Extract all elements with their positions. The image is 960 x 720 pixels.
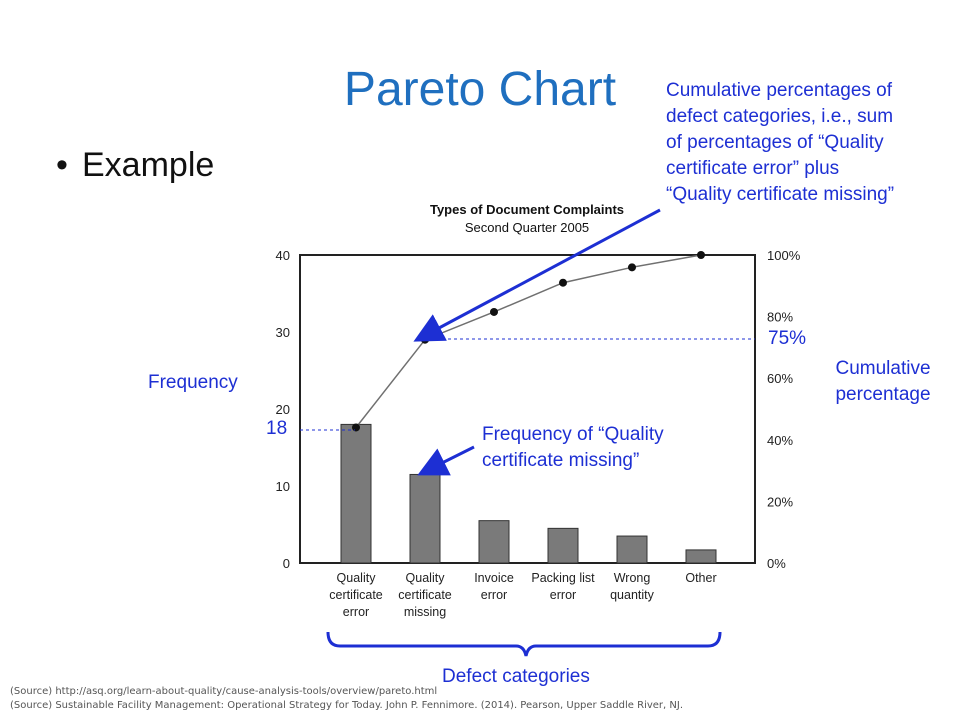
bar-3 [547, 527, 579, 564]
frequency-arrow [417, 445, 475, 476]
category-label: Quality certificate missing [398, 571, 452, 619]
cumulative-annotation-line: “Quality certificate missing” [666, 184, 895, 205]
bar-5 [685, 549, 717, 564]
bar-1 [409, 473, 441, 564]
category-label: Quality certificate error [329, 571, 383, 619]
bar-2 [478, 520, 510, 564]
frequency-annotation: Frequency of “Quality certificate missin… [482, 422, 664, 474]
y-tick-label: 30 [276, 325, 290, 340]
y-tick-label: 40 [276, 248, 290, 263]
chart-subtitle: Second Quarter 2005 [465, 220, 589, 235]
cumulative-annotation: Cumulative percentages of defect categor… [666, 78, 958, 208]
cumulative-arrow [413, 208, 661, 342]
y2-tick-label: 0% [767, 556, 786, 571]
y2-tick-label: 20% [767, 494, 793, 509]
cumulative-point-0 [352, 423, 360, 432]
value-75-label: 75% [768, 328, 807, 349]
y2-tick-label: 60% [767, 371, 793, 386]
cumulative-line [355, 254, 702, 428]
cumulative-point-4 [628, 263, 636, 272]
cumulative-point-3 [559, 278, 567, 287]
source-citation: (Source) Sustainable Facility Management… [10, 700, 683, 711]
plot-frame [299, 254, 756, 564]
y-tick-label: 20 [276, 402, 290, 417]
frequency-annotation-line: Frequency of “Quality [482, 424, 664, 445]
y2-tick-label: 100% [767, 248, 801, 263]
bullet-item: • Example [56, 146, 214, 185]
bullet-text: Example [82, 146, 215, 184]
frequency-annotation-line: certificate missing” [482, 450, 640, 471]
cumulative-percentage-label: Cumulative percentage [835, 358, 931, 405]
category-brace [326, 631, 722, 657]
bullet-icon: • [56, 146, 68, 184]
cumulative-annotation-line: of percentages of “Quality [666, 132, 884, 153]
chart-title: Types of Document Complaints [430, 202, 624, 217]
y2-tick-label: 40% [767, 433, 793, 448]
y-tick-label: 0 [283, 556, 290, 571]
cumulative-annotation-line: defect categories, i.e., sum [666, 106, 894, 127]
y2-tick-label: 80% [767, 310, 793, 325]
frequency-label: Frequency [148, 372, 238, 393]
defect-categories-label: Defect categories [442, 666, 590, 687]
cumulative-point-5 [697, 251, 705, 259]
cumulative-annotation-line: certificate error” plus [666, 158, 840, 179]
category-label: Wrong quantity [610, 571, 655, 602]
cumulative-point-2 [490, 307, 498, 316]
category-label: Other [685, 571, 716, 585]
source-citation: (Source) http://asq.org/learn-about-qual… [10, 686, 438, 697]
cumulative-annotation-line: Cumulative percentages of [666, 80, 893, 101]
category-label: Invoice error [474, 571, 514, 602]
category-label: Packing list error [531, 571, 595, 602]
y-tick-label: 10 [276, 479, 290, 494]
value-18-label: 18 [266, 418, 288, 439]
bar-4 [616, 535, 648, 564]
page-title: Pareto Chart [343, 63, 617, 116]
bar-0 [340, 423, 372, 564]
